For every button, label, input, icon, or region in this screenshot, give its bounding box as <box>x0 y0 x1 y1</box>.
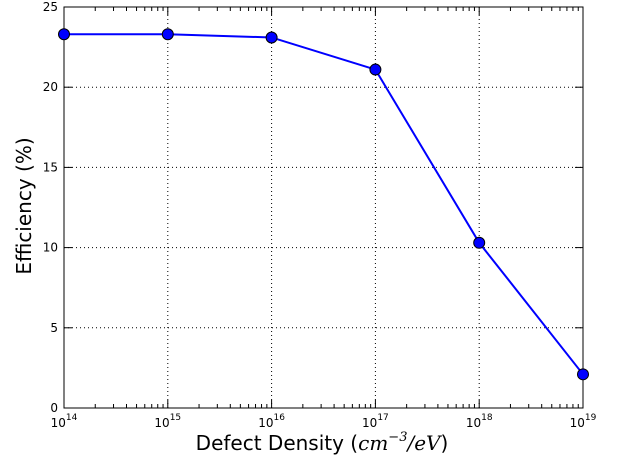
y-tick-labels: 0 5 10 15 20 25 <box>43 0 58 415</box>
major-ticks <box>63 6 584 409</box>
y-tick-label: 10 <box>43 241 58 255</box>
x-tick-label: 1014 <box>51 413 78 430</box>
series-line <box>64 33 584 375</box>
x-axis-label: Defect Density (cm−3/eV) <box>196 430 449 455</box>
x-tick-label: 1016 <box>258 413 285 430</box>
data-point <box>577 368 589 381</box>
grid <box>64 7 583 408</box>
y-tick-label: 15 <box>43 160 58 174</box>
x-tick-label: 1019 <box>570 413 597 430</box>
data-point <box>369 63 382 76</box>
data-point <box>265 31 278 44</box>
y-tick-label: 5 <box>50 321 58 335</box>
x-tick-labels: 1014 1015 1016 1017 1018 1019 <box>51 413 597 430</box>
series-layer <box>58 28 589 381</box>
plot-frame <box>63 6 584 409</box>
data-point <box>161 28 174 41</box>
x-tick-label: 1018 <box>466 413 493 430</box>
y-tick-label: 20 <box>43 80 58 94</box>
x-tick-label: 1017 <box>362 413 389 430</box>
x-tick-label: 1015 <box>154 413 181 430</box>
data-point <box>473 236 486 249</box>
y-tick-label: 25 <box>43 0 58 14</box>
y-tick-label: 0 <box>50 401 58 415</box>
y-axis-label: Efficiency (%) <box>12 137 36 274</box>
minor-ticks <box>94 7 579 408</box>
data-point <box>58 28 70 41</box>
